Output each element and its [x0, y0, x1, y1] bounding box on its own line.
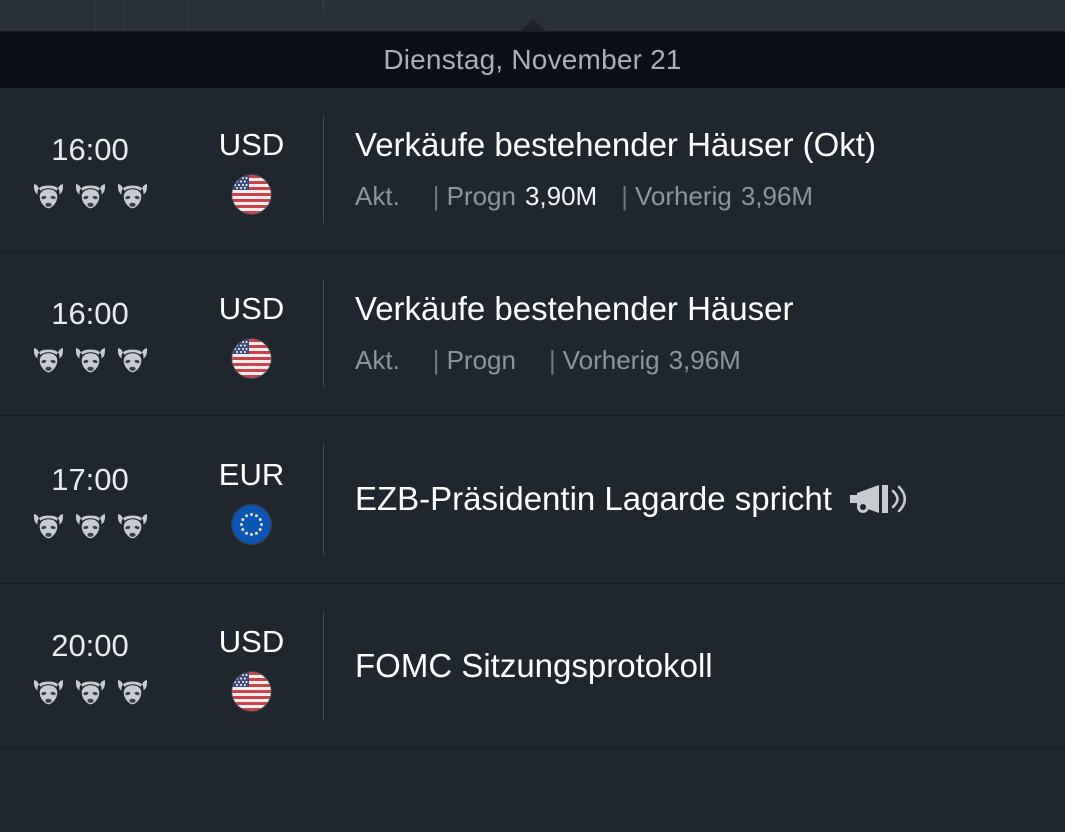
event-detail-column: Verkäufe bestehender Häuser Akt. | Progn… — [324, 252, 1065, 415]
event-currency-column: USD — [180, 88, 323, 251]
previous-value: 3,96M — [668, 344, 741, 375]
stat-separator: | — [432, 180, 440, 211]
top-strip-segment — [96, 0, 124, 31]
event-detail-column: EZB-Präsidentin Lagarde spricht — [324, 416, 1065, 583]
event-time: 16:00 — [51, 295, 129, 331]
event-title-text: Verkäufe bestehender Häuser (Okt) — [355, 126, 876, 164]
top-strip — [0, 0, 1065, 32]
expand-caret-icon — [519, 19, 546, 31]
top-strip-tick — [187, 0, 188, 31]
event-list: 16:00 USD Verkäufe bestehender Häuser (O… — [0, 88, 1065, 749]
stat-separator: | — [548, 344, 556, 375]
event-currency: USD — [218, 127, 285, 162]
bull-head-icon — [117, 680, 147, 705]
row-divider — [323, 444, 324, 555]
event-detail-column: Verkäufe bestehender Häuser (Okt) Akt. |… — [324, 88, 1065, 251]
us-flag-icon — [232, 339, 271, 378]
impact-bulls — [32, 513, 149, 540]
event-currency-column: USD — [180, 252, 323, 415]
actual-label: Akt. — [355, 344, 400, 375]
row-divider — [323, 612, 324, 720]
event-title-text: FOMC Sitzungsprotokoll — [355, 646, 713, 684]
event-time-column: 16:00 — [0, 88, 180, 251]
bull-head-icon — [75, 513, 105, 538]
bull-head-icon — [33, 680, 63, 705]
event-title-text: EZB-Präsidentin Lagarde spricht — [355, 480, 832, 518]
row-divider — [323, 116, 324, 223]
stat-separator: | — [621, 180, 628, 211]
event-title: Verkäufe bestehender Häuser — [355, 290, 1045, 328]
previous-label: Vorherig — [562, 344, 660, 375]
bull-head-icon — [117, 513, 147, 538]
stat-separator: | — [432, 344, 440, 375]
event-currency: USD — [218, 623, 285, 659]
bull-head-icon — [117, 347, 147, 372]
event-title-text: Verkäufe bestehender Häuser — [355, 290, 794, 328]
row-divider — [323, 280, 324, 387]
bull-head-icon — [117, 183, 147, 208]
event-currency: USD — [218, 291, 285, 326]
us-flag-icon — [232, 671, 271, 711]
event-detail-column: FOMC Sitzungsprotokoll — [324, 584, 1065, 748]
eu-flag-icon — [232, 505, 271, 544]
previous-value: 3,96M — [740, 180, 814, 211]
event-currency-column: USD — [180, 584, 323, 748]
event-time: 17:00 — [51, 461, 129, 497]
bull-head-icon — [75, 183, 105, 208]
impact-bulls — [32, 679, 149, 706]
date-header: Dienstag, November 21 — [0, 32, 1065, 88]
event-stats: Akt. | Progn | Vorherig 3,96M — [355, 345, 1045, 376]
bull-head-icon — [75, 347, 105, 372]
bull-head-icon — [75, 680, 105, 705]
event-stats: Akt. | Progn 3,90M | Vorherig 3,96M — [355, 181, 1045, 212]
date-header-label: Dienstag, November 21 — [383, 44, 682, 75]
event-time-column: 17:00 — [0, 416, 180, 583]
table-row[interactable]: 16:00 USD Verkäufe bestehender Häuser (O… — [0, 88, 1065, 252]
top-strip-tick — [95, 0, 96, 31]
divider-stub — [323, 0, 324, 12]
event-currency-column: EUR — [180, 416, 323, 583]
event-time: 16:00 — [51, 131, 129, 167]
event-time-column: 20:00 — [0, 584, 180, 748]
event-time: 20:00 — [51, 628, 129, 663]
actual-label: Akt. — [355, 180, 400, 211]
top-strip-segment — [0, 0, 95, 31]
impact-bulls — [32, 183, 149, 210]
forecast-label: Progn — [446, 344, 516, 375]
megaphone-icon[interactable] — [848, 483, 906, 515]
top-strip-segment — [125, 0, 187, 31]
forecast-label: Progn — [446, 180, 516, 211]
us-flag-icon — [232, 175, 271, 214]
impact-bulls — [32, 347, 149, 374]
event-currency: EUR — [218, 457, 285, 492]
bull-head-icon — [33, 347, 63, 372]
table-row[interactable]: 16:00 USD Verkäufe bestehender Häuser — [0, 252, 1065, 416]
forecast-value: 3,90M — [524, 180, 598, 211]
event-title: Verkäufe bestehender Häuser (Okt) — [355, 126, 1045, 164]
previous-label: Vorherig — [634, 180, 732, 211]
table-row[interactable]: 17:00 EUR EZB-Präsidentin Lagarde sprich… — [0, 416, 1065, 584]
event-title: FOMC Sitzungsprotokoll — [355, 646, 1045, 685]
event-time-column: 16:00 — [0, 252, 180, 415]
bull-head-icon — [33, 183, 63, 208]
bull-head-icon — [33, 513, 63, 538]
top-strip-tick — [124, 0, 125, 31]
event-title: EZB-Präsidentin Lagarde spricht — [355, 480, 1045, 518]
table-row[interactable]: 20:00 USD FOMC Sitzungsprotokoll — [0, 584, 1065, 749]
